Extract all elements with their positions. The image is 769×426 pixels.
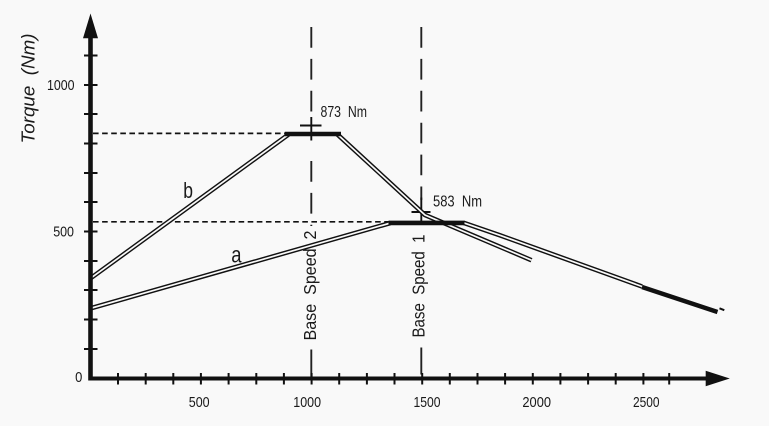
svg-text:Base Speed 1: Base Speed 1 (409, 235, 429, 338)
svg-text:Base Speed 2: Base Speed 2 (300, 231, 320, 341)
svg-text:873 Nm: 873 Nm (321, 104, 368, 121)
svg-text:Torque (Nm): Torque (Nm) (19, 34, 39, 144)
svg-text:b: b (183, 179, 193, 204)
svg-text:500: 500 (189, 394, 210, 411)
svg-text:0: 0 (75, 369, 82, 386)
svg-text:1500: 1500 (414, 394, 441, 411)
svg-text:2500: 2500 (633, 394, 660, 411)
svg-text:583 Nm: 583 Nm (433, 193, 482, 210)
svg-text:a: a (231, 243, 242, 268)
svg-text:1000: 1000 (47, 77, 75, 94)
svg-text:2000: 2000 (522, 394, 551, 411)
svg-text:1000: 1000 (293, 394, 321, 411)
svg-text:500: 500 (53, 224, 74, 241)
